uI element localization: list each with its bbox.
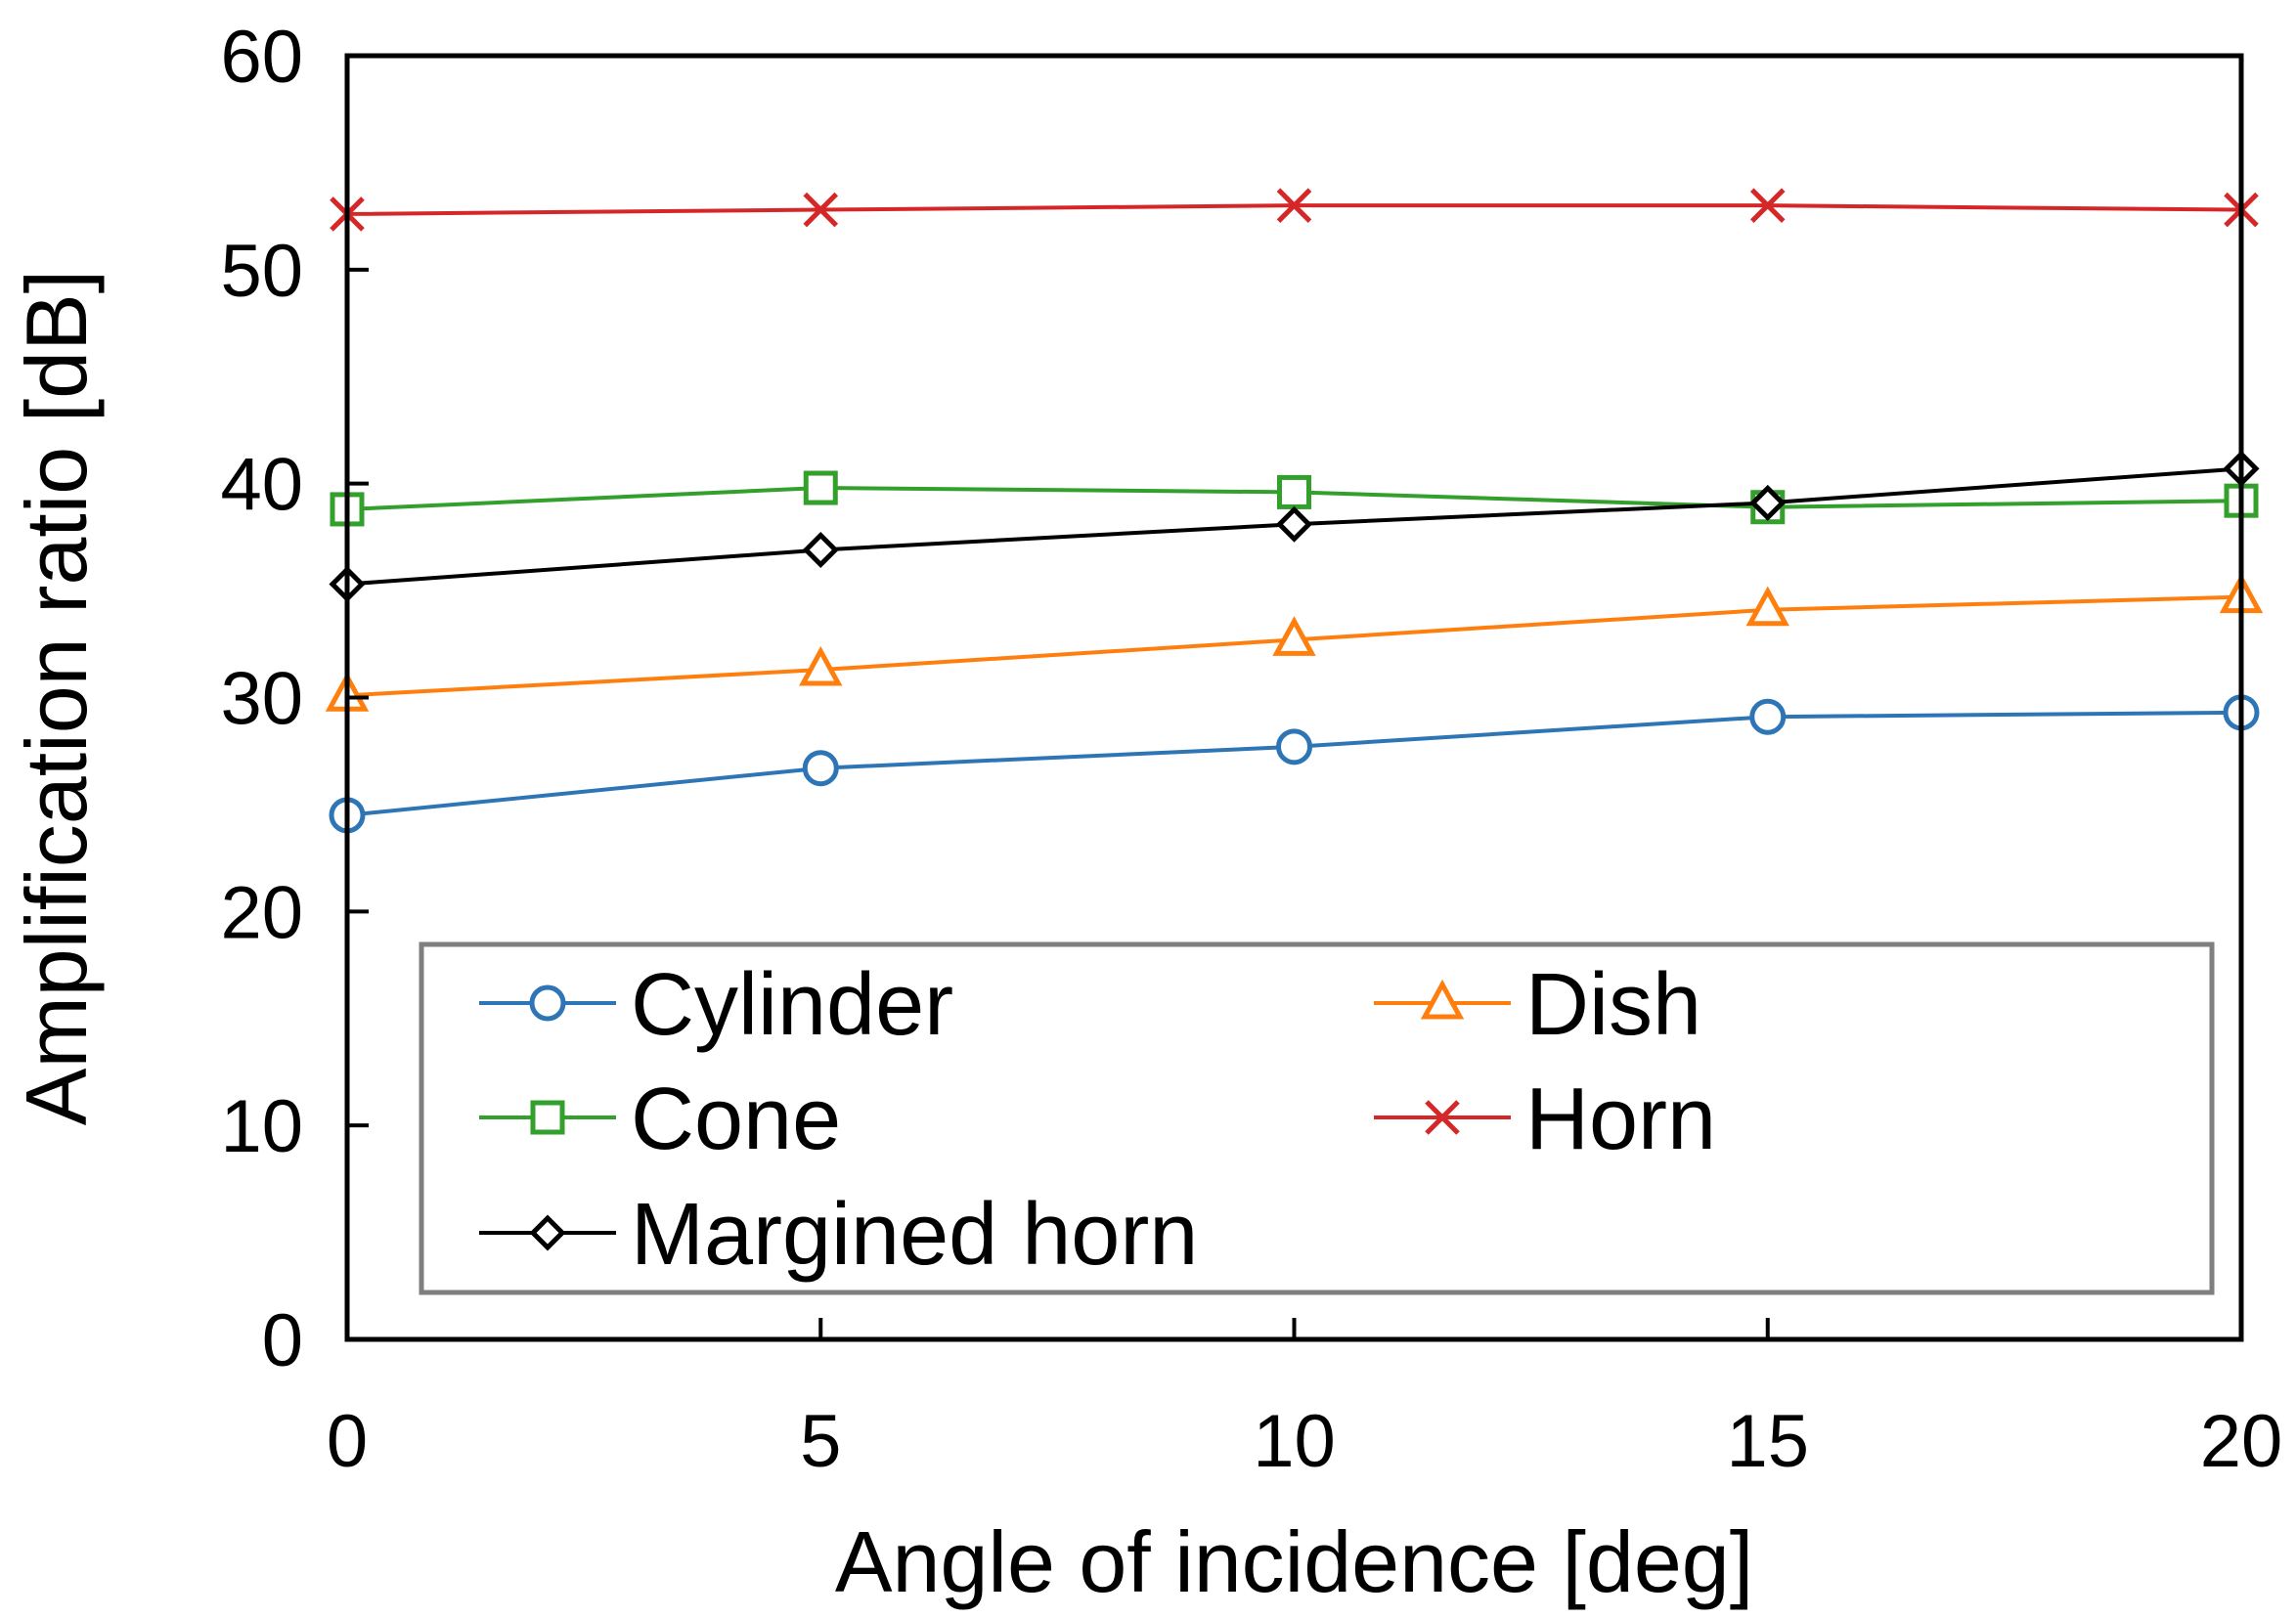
data-point-cone bbox=[803, 470, 838, 505]
series-layer bbox=[325, 188, 2264, 834]
data-point-margined-horn bbox=[802, 531, 839, 569]
x-axis-title: Angle of incidence [deg] bbox=[835, 1513, 1753, 1610]
data-point-cylinder bbox=[802, 750, 839, 787]
legend-label: Dish bbox=[1525, 956, 1701, 1054]
legend-marker bbox=[530, 1100, 565, 1135]
y-tick-label: 10 bbox=[220, 1085, 303, 1168]
legend-marker bbox=[1420, 979, 1465, 1020]
x-tick-label: 0 bbox=[327, 1400, 368, 1483]
data-point-cylinder bbox=[1276, 728, 1312, 765]
data-point-cylinder bbox=[1749, 698, 1787, 735]
x-tick-label: 10 bbox=[1253, 1400, 1336, 1483]
legend: Cylinder Dish Cone Horn Margined horn bbox=[419, 941, 2215, 1295]
data-point-dish bbox=[1272, 616, 1316, 656]
legend-label: Cylinder bbox=[631, 956, 953, 1054]
legend-marker bbox=[1425, 1100, 1460, 1135]
legend-marker bbox=[529, 984, 566, 1022]
legend-label: Margined horn bbox=[631, 1186, 1198, 1284]
x-tick-label: 5 bbox=[800, 1400, 841, 1483]
legend-label: Horn bbox=[1525, 1071, 1716, 1168]
x-tick-label: 15 bbox=[1726, 1400, 1809, 1483]
data-point-margined-horn bbox=[1749, 484, 1787, 521]
legend-item-cone: Cone bbox=[479, 1071, 841, 1168]
data-point-dish bbox=[799, 645, 843, 686]
data-point-horn bbox=[1276, 188, 1312, 223]
y-tick-label: 40 bbox=[220, 444, 303, 527]
y-tick-label: 30 bbox=[220, 658, 303, 741]
y-tick-label: 50 bbox=[220, 230, 303, 313]
data-point-cone bbox=[1277, 474, 1311, 509]
legend-marker bbox=[529, 1214, 566, 1251]
legend-item-horn: Horn bbox=[1374, 1071, 1716, 1168]
legend-item-dish: Dish bbox=[1374, 956, 1701, 1054]
y-tick-label: 20 bbox=[220, 871, 303, 954]
y-axis-title: Amplification ratio [dB] bbox=[8, 270, 105, 1126]
y-tick-label: 0 bbox=[262, 1299, 303, 1382]
legend-label: Cone bbox=[631, 1071, 841, 1168]
y-tick-label: 60 bbox=[220, 16, 303, 99]
data-point-margined-horn bbox=[1275, 505, 1313, 543]
data-point-horn bbox=[803, 192, 839, 228]
legend-item-cylinder: Cylinder bbox=[479, 956, 953, 1054]
data-point-dish bbox=[1745, 586, 1789, 627]
x-tick-label: 20 bbox=[2200, 1400, 2283, 1483]
legend-item-margined-horn: Margined horn bbox=[479, 1186, 1198, 1284]
legend-box bbox=[419, 941, 2215, 1295]
axes-layer: 0 10 20 30 40 50 60 0 5 10 15 20 bbox=[220, 16, 2282, 1483]
data-point-horn bbox=[1749, 188, 1786, 223]
